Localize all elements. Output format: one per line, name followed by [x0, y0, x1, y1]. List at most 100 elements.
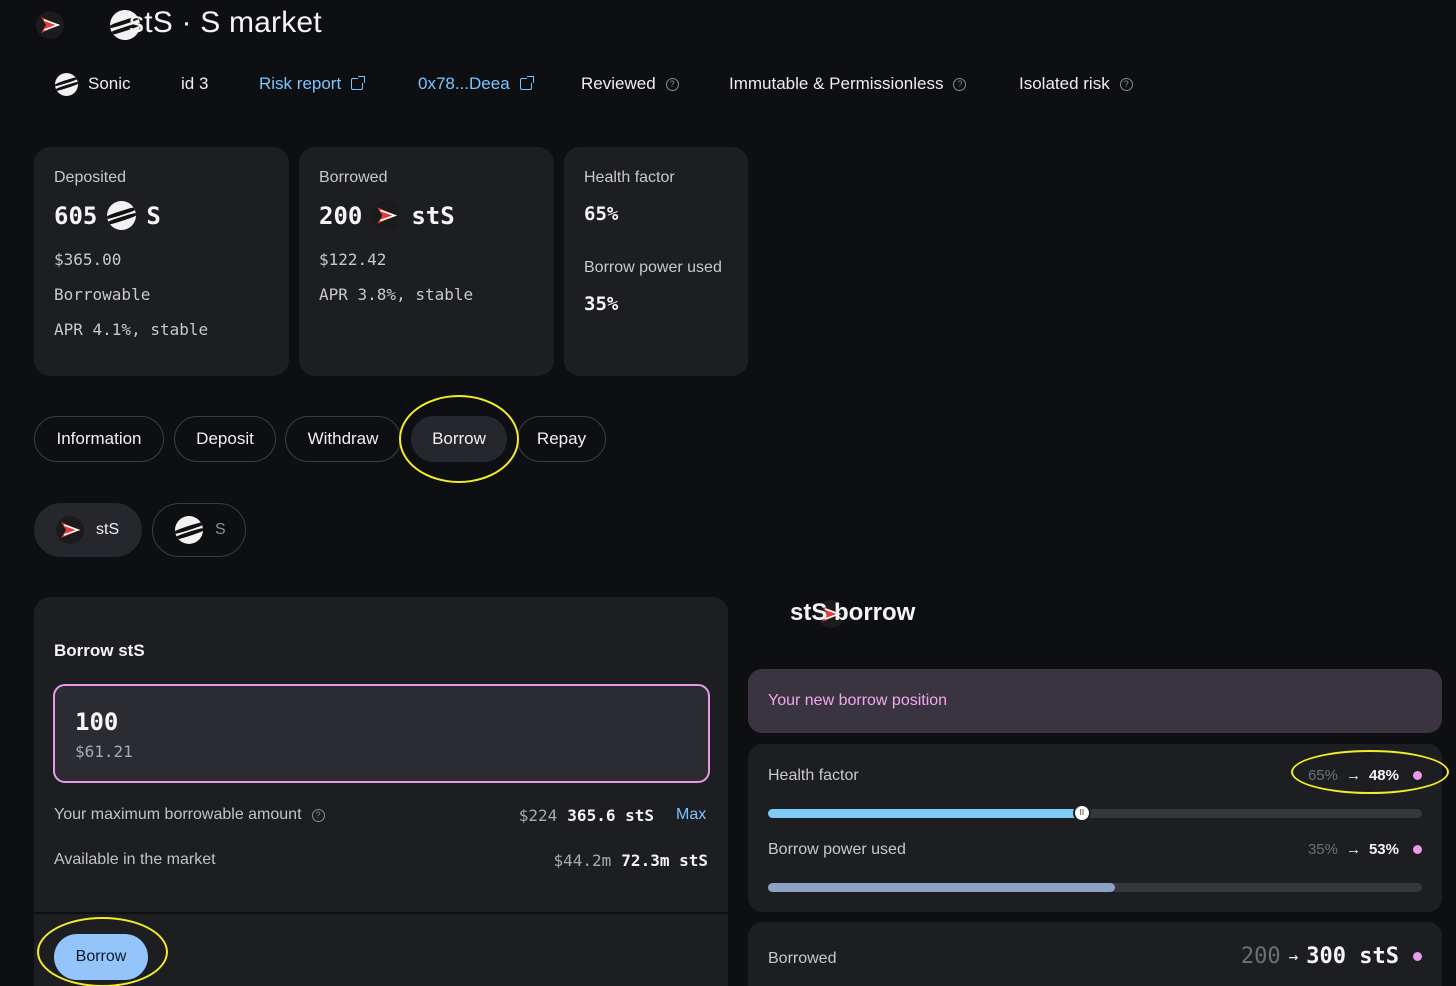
card-label: Health factor	[584, 169, 675, 186]
health-bar-fill	[768, 809, 1082, 818]
status-dot	[1413, 845, 1422, 854]
tab-information[interactable]: Information	[34, 416, 164, 462]
network-badge: Sonic	[55, 72, 131, 96]
borrow-amount-input[interactable]: 100 $61.21	[53, 684, 710, 783]
panel-divider	[34, 912, 728, 914]
status-dot	[1413, 952, 1422, 961]
apr-label: APR 4.1%, stable	[54, 320, 209, 339]
s-token-icon	[175, 516, 203, 544]
card-label: Borrow power used	[584, 259, 722, 276]
reviewed-label: Reviewed	[581, 74, 656, 93]
arrow-right-icon: →	[1345, 767, 1361, 784]
borrow-form-title: Borrow stS	[54, 641, 145, 660]
apr-label: APR 3.8%, stable	[319, 285, 474, 304]
market-id: id 3	[181, 74, 209, 93]
health-slider-handle[interactable]: II	[1072, 804, 1091, 822]
address-label: 0x78...Deea	[418, 74, 510, 93]
max-borrowable-value: $224 365.6 stS	[519, 806, 654, 825]
borrowed-label: Borrowed	[768, 950, 837, 967]
max-usd: $224	[518, 806, 558, 825]
deposited-card: Deposited 605 S $365.00 Borrowable APR 4…	[34, 147, 289, 376]
health-change: 65% → 48%	[1308, 767, 1422, 784]
summary-title: stS borrow	[790, 599, 916, 626]
borrow-power-bar	[768, 883, 1422, 892]
sts-token-icon	[36, 11, 64, 39]
borrow-power-value: 35%	[584, 293, 619, 315]
borrowable-label: Borrowable	[54, 285, 151, 304]
available-amount: 72.3m stS	[621, 851, 708, 870]
power-from: 35%	[1307, 841, 1338, 858]
borrowed-summary-card: Borrowed 200 → 300 stS	[748, 922, 1442, 986]
address-link[interactable]: 0x78...Deea	[418, 72, 534, 96]
max-borrowable-label: Your maximum borrowable amount ?	[54, 806, 325, 824]
usd-value: $122.42	[319, 250, 387, 269]
borrowed-amount: 200 stS	[319, 201, 534, 230]
s-token-icon	[110, 10, 141, 40]
asset-sts-button[interactable]: stS	[34, 503, 142, 557]
tab-borrow[interactable]: Borrow	[411, 416, 507, 462]
available-value: $44.2m 72.3m stS	[554, 851, 709, 870]
asset-label: stS	[96, 521, 120, 538]
health-bar: II	[768, 804, 1422, 822]
token-symbol: stS	[411, 201, 455, 230]
help-icon[interactable]: ?	[953, 77, 967, 91]
risk-report-link[interactable]: Risk report	[259, 72, 366, 96]
card-label: Borrowed	[319, 169, 388, 186]
borrowed-from: 200	[1240, 944, 1281, 969]
help-icon[interactable]: ?	[665, 77, 679, 91]
amount-value: 605	[54, 201, 98, 230]
borrow-submit-button[interactable]: Borrow	[54, 934, 148, 980]
borrowed-card: Borrowed 200 stS $122.42 APR 3.8%, stabl…	[299, 147, 554, 376]
max-amount: 365.6 stS	[567, 806, 654, 825]
tab-repay[interactable]: Repay	[517, 416, 606, 462]
health-value: 65%	[584, 203, 619, 225]
borrow-form-panel	[34, 597, 728, 986]
isolated-risk-badge: Isolated risk ?	[1019, 72, 1133, 96]
arrow-right-icon: →	[1345, 841, 1361, 858]
borrow-power-change: 35% → 53%	[1308, 841, 1422, 858]
asset-label: S	[215, 521, 226, 538]
max-label-text: Your maximum borrowable amount	[54, 806, 302, 823]
immutable-label: Immutable & Permissionless	[729, 74, 944, 93]
network-label: Sonic	[88, 74, 131, 93]
status-dot	[1413, 771, 1422, 780]
isolated-risk-label: Isolated risk	[1019, 74, 1110, 93]
borrowed-to: 300 stS	[1306, 944, 1399, 969]
s-token-icon	[107, 201, 137, 230]
help-icon[interactable]: ?	[1119, 77, 1133, 91]
sonic-icon	[55, 72, 78, 96]
max-button[interactable]: Max	[676, 806, 707, 823]
power-to: 53%	[1368, 841, 1399, 858]
help-icon[interactable]: ?	[311, 808, 325, 822]
reviewed-badge: Reviewed ?	[581, 72, 679, 96]
page-title: stS · S market	[129, 6, 322, 39]
borrow-power-label: Borrow power used	[768, 841, 906, 858]
sts-token-icon	[56, 516, 84, 544]
risk-report-label: Risk report	[259, 74, 342, 93]
borrowed-change: 200 → 300 stS	[1241, 944, 1422, 969]
external-link-icon	[519, 76, 534, 90]
immutable-badge: Immutable & Permissionless ?	[729, 72, 967, 96]
tab-withdraw[interactable]: Withdraw	[285, 416, 401, 462]
deposited-amount: 605 S	[54, 201, 269, 230]
amount-input-value[interactable]: 100	[75, 708, 119, 736]
card-label: Deposited	[54, 169, 127, 186]
health-label: Health factor	[768, 767, 859, 784]
health-card: Health factor 65% Borrow power used 35%	[564, 147, 748, 376]
health-summary-card: Health factor 65% → 48% II Borrow power …	[748, 744, 1442, 912]
borrow-power-bar-fill	[768, 883, 1115, 892]
health-to: 48%	[1368, 767, 1399, 784]
new-position-label: Your new borrow position	[768, 692, 948, 709]
arrow-right-icon: →	[1288, 947, 1299, 966]
sts-token-icon	[816, 600, 845, 628]
health-from: 65%	[1307, 767, 1338, 784]
new-position-banner: Your new borrow position	[748, 669, 1442, 733]
amount-usd-value: $61.21	[75, 742, 133, 761]
tab-deposit[interactable]: Deposit	[174, 416, 276, 462]
asset-s-button[interactable]: S	[152, 503, 246, 557]
amount-value: 200	[319, 201, 363, 230]
usd-value: $365.00	[54, 250, 122, 269]
available-usd: $44.2m	[553, 851, 612, 870]
sts-token-icon	[372, 201, 402, 230]
available-label: Available in the market	[54, 851, 216, 868]
